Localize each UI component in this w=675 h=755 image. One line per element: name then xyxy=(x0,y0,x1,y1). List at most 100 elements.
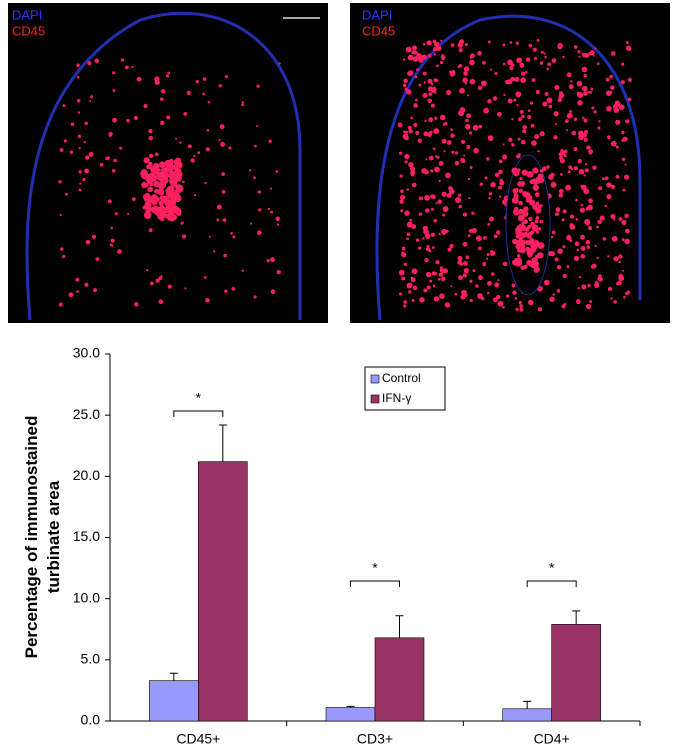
cell xyxy=(415,131,420,135)
cell xyxy=(580,184,583,188)
cell xyxy=(472,269,476,273)
cell xyxy=(439,267,445,273)
cell xyxy=(621,157,626,161)
cell xyxy=(254,144,257,148)
cell xyxy=(589,90,593,94)
cell xyxy=(535,230,540,234)
cell xyxy=(577,50,581,54)
cell xyxy=(432,39,437,44)
cell xyxy=(469,59,475,66)
cell xyxy=(88,152,94,157)
cell xyxy=(591,106,595,110)
cell xyxy=(539,131,545,137)
cell xyxy=(407,54,414,61)
cell xyxy=(180,221,184,225)
cell xyxy=(464,82,467,85)
error-bar xyxy=(218,424,227,462)
cell xyxy=(418,212,423,216)
cell xyxy=(400,194,406,200)
cell xyxy=(256,84,260,88)
cell xyxy=(498,169,503,175)
cell xyxy=(491,272,495,276)
cell xyxy=(607,135,611,139)
stain-label: DAPI xyxy=(362,7,392,22)
cell xyxy=(579,207,585,213)
error-bar xyxy=(523,700,532,709)
cell xyxy=(535,207,542,214)
cell xyxy=(257,230,262,236)
cell xyxy=(515,91,522,98)
cell xyxy=(465,118,469,123)
cell xyxy=(611,235,618,242)
cell xyxy=(611,51,616,56)
cell xyxy=(571,130,577,136)
cell xyxy=(82,177,86,182)
cell xyxy=(457,255,463,261)
cell xyxy=(411,224,417,229)
cell xyxy=(150,165,156,172)
cell xyxy=(562,245,566,249)
cell xyxy=(526,233,532,239)
cell xyxy=(487,135,494,142)
cell xyxy=(174,170,183,178)
cell xyxy=(531,140,537,146)
cell xyxy=(576,248,580,252)
cell xyxy=(560,173,563,176)
cell xyxy=(131,65,134,68)
cell xyxy=(458,47,463,53)
cell xyxy=(512,290,517,295)
cell xyxy=(569,223,576,230)
cell xyxy=(553,135,558,140)
cell xyxy=(173,207,182,215)
cell xyxy=(605,77,610,82)
cell xyxy=(84,168,90,174)
cell xyxy=(87,61,92,66)
cell xyxy=(623,174,630,180)
cell xyxy=(618,104,625,111)
cell xyxy=(511,197,519,204)
tissue-outline xyxy=(375,14,642,321)
error-bar xyxy=(346,705,355,708)
cell xyxy=(157,212,164,220)
cell xyxy=(59,148,64,152)
cell xyxy=(511,143,515,147)
cell xyxy=(588,304,591,307)
cell xyxy=(165,74,169,78)
cell xyxy=(543,52,546,55)
cell xyxy=(438,161,444,166)
cell xyxy=(466,144,471,149)
cell xyxy=(615,119,621,125)
cell xyxy=(587,283,591,288)
cell xyxy=(610,184,615,189)
cell xyxy=(568,84,574,90)
cell xyxy=(433,296,440,302)
cell xyxy=(423,228,429,235)
cell xyxy=(455,151,459,155)
cell xyxy=(154,188,160,194)
cell xyxy=(193,154,196,158)
cell xyxy=(510,63,515,67)
stain-label: DAPI xyxy=(12,7,42,22)
cell xyxy=(426,132,432,137)
cell xyxy=(502,261,508,267)
cell xyxy=(224,289,228,293)
cell xyxy=(155,278,160,283)
cell xyxy=(490,250,496,256)
cell xyxy=(607,286,612,292)
cell xyxy=(498,195,502,198)
cell xyxy=(433,53,436,56)
cell xyxy=(406,282,413,289)
cell xyxy=(487,99,492,104)
cell xyxy=(535,201,540,206)
y-axis-label: Percentage of immunostained turbinate are… xyxy=(22,416,63,659)
cell xyxy=(407,125,412,130)
cell xyxy=(543,279,550,286)
cell xyxy=(537,173,544,180)
cell xyxy=(166,193,171,198)
cell xyxy=(604,204,607,208)
cell xyxy=(401,251,405,255)
x-tick-label: CD3+ xyxy=(357,731,393,747)
cell xyxy=(163,172,170,179)
error-bar xyxy=(395,615,404,638)
cell xyxy=(276,269,281,275)
